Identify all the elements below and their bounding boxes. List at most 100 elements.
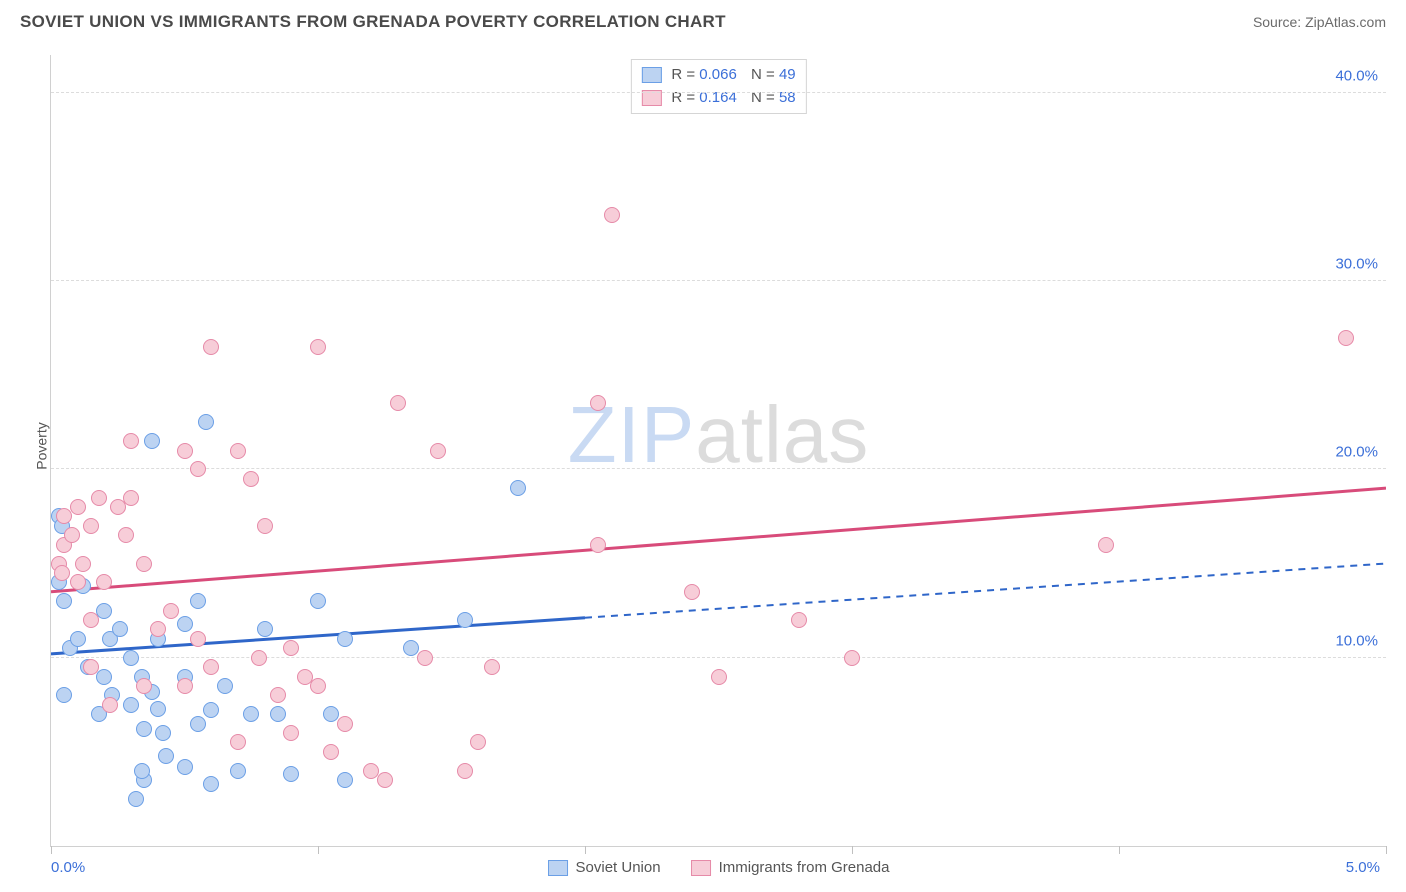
data-point (417, 650, 433, 666)
data-point (684, 584, 700, 600)
data-point (203, 339, 219, 355)
data-point (190, 593, 206, 609)
data-point (377, 772, 393, 788)
data-point (56, 593, 72, 609)
data-point (590, 537, 606, 553)
x-tick (1119, 846, 1120, 854)
data-point (457, 763, 473, 779)
data-point (390, 395, 406, 411)
data-point (791, 612, 807, 628)
y-tick-label: 30.0% (1335, 256, 1378, 273)
data-point (123, 650, 139, 666)
corr-row-soviet: R = 0.066 N = 49 (641, 64, 795, 87)
data-point (203, 659, 219, 675)
data-point (177, 443, 193, 459)
data-point (283, 766, 299, 782)
legend-swatch-soviet (641, 67, 661, 83)
correlation-legend: R = 0.066 N = 49 R = 0.164 N = 58 (630, 59, 806, 114)
data-point (64, 527, 80, 543)
x-tick (852, 846, 853, 854)
data-point (1098, 537, 1114, 553)
data-point (337, 716, 353, 732)
data-point (217, 678, 233, 694)
data-point (96, 603, 112, 619)
data-point (484, 659, 500, 675)
data-point (70, 574, 86, 590)
data-point (144, 433, 160, 449)
data-point (83, 659, 99, 675)
watermark: ZIPatlas (568, 389, 869, 481)
x-tick (51, 846, 52, 854)
gridline (51, 92, 1386, 93)
data-point (457, 612, 473, 628)
data-point (136, 556, 152, 572)
data-point (430, 443, 446, 459)
data-point (177, 616, 193, 632)
data-point (604, 207, 620, 223)
x-tick (318, 846, 319, 854)
legend-swatch-icon (548, 860, 568, 876)
data-point (323, 744, 339, 760)
data-point (136, 678, 152, 694)
data-point (134, 763, 150, 779)
data-point (158, 748, 174, 764)
data-point (310, 339, 326, 355)
data-point (230, 443, 246, 459)
data-point (54, 565, 70, 581)
data-point (91, 490, 107, 506)
data-point (590, 395, 606, 411)
data-point (112, 621, 128, 637)
data-point (337, 772, 353, 788)
data-point (257, 518, 273, 534)
data-point (102, 697, 118, 713)
data-point (844, 650, 860, 666)
y-tick-label: 20.0% (1335, 444, 1378, 461)
trend-lines (51, 55, 1386, 846)
data-point (283, 640, 299, 656)
data-point (83, 612, 99, 628)
series-legend: Soviet Union Immigrants from Grenada (548, 859, 890, 876)
data-point (118, 527, 134, 543)
data-point (230, 734, 246, 750)
y-axis-label: Poverty (34, 422, 50, 469)
chart-title: SOVIET UNION VS IMMIGRANTS FROM GRENADA … (20, 12, 726, 32)
data-point (510, 480, 526, 496)
chart-source: Source: ZipAtlas.com (1253, 14, 1386, 30)
corr-row-grenada: R = 0.164 N = 58 (641, 87, 795, 110)
data-point (70, 631, 86, 647)
data-point (96, 574, 112, 590)
data-point (96, 669, 112, 685)
chart-plot-area: ZIPatlas R = 0.066 N = 49 R = 0.164 N = … (50, 55, 1386, 847)
data-point (270, 687, 286, 703)
legend-label: Soviet Union (576, 859, 661, 876)
data-point (203, 776, 219, 792)
legend-item-soviet: Soviet Union (548, 859, 661, 876)
legend-item-grenada: Immigrants from Grenada (691, 859, 890, 876)
data-point (270, 706, 286, 722)
data-point (230, 763, 246, 779)
data-point (190, 631, 206, 647)
data-point (177, 678, 193, 694)
legend-label: Immigrants from Grenada (719, 859, 890, 876)
data-point (177, 759, 193, 775)
data-point (310, 678, 326, 694)
data-point (150, 701, 166, 717)
data-point (310, 593, 326, 609)
data-point (470, 734, 486, 750)
gridline (51, 280, 1386, 281)
y-tick-label: 10.0% (1335, 632, 1378, 649)
data-point (251, 650, 267, 666)
data-point (198, 414, 214, 430)
x-tick-max: 5.0% (1346, 859, 1380, 876)
data-point (83, 518, 99, 534)
data-point (136, 721, 152, 737)
data-point (163, 603, 179, 619)
data-point (150, 621, 166, 637)
data-point (283, 725, 299, 741)
data-point (123, 697, 139, 713)
data-point (70, 499, 86, 515)
data-point (711, 669, 727, 685)
data-point (257, 621, 273, 637)
data-point (243, 706, 259, 722)
data-point (56, 687, 72, 703)
